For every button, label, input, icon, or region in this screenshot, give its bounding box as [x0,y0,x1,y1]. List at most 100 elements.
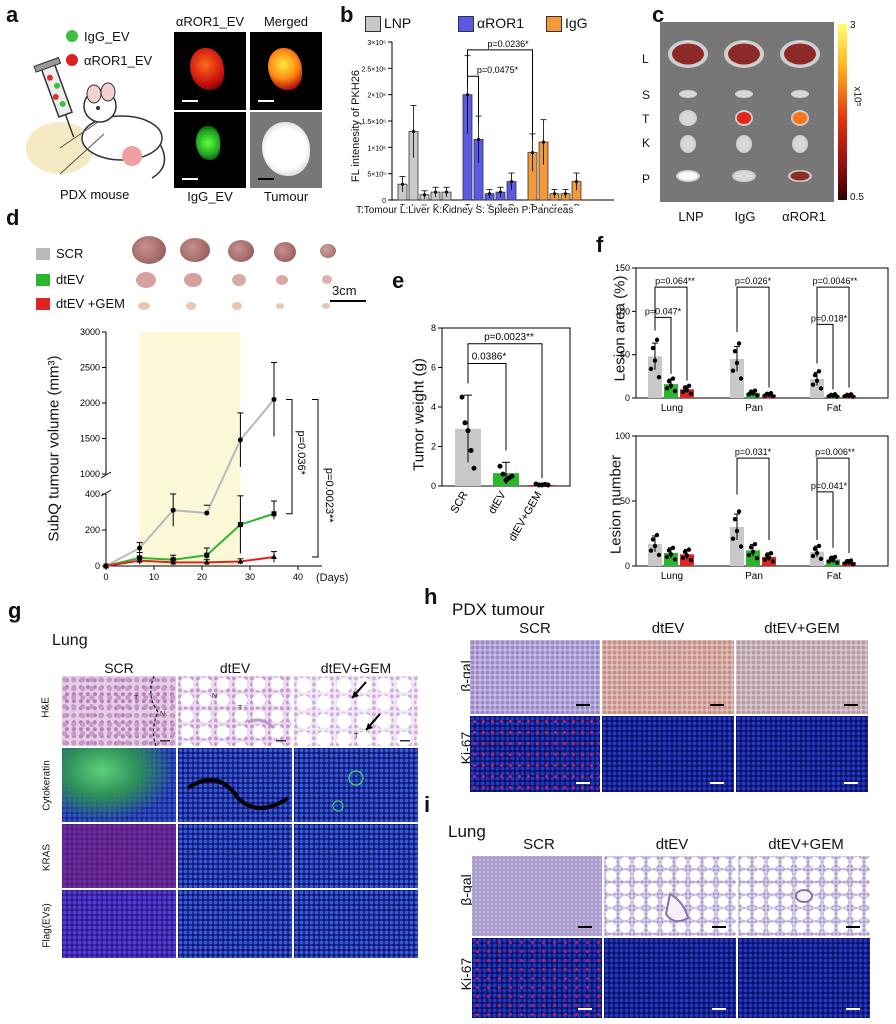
g-col-dtev-gem: dtEV+GEM [320,660,392,676]
panel-d-chart: 0 200 400 1000 1500 2000 2500 3000 0 10 20 30 40 p=0.… [80,327,335,582]
g-row-cytokeratin: Cytokeratin [41,760,53,811]
d-marker [103,563,109,568]
organ-tumour-signal [792,112,808,124]
e-x-tick-label: dtEV [486,489,509,516]
f-top-dot [816,369,822,374]
panel-d-xlabel: (Days) [316,572,349,584]
panel-f-chart-bottom: 0 50 100 Lung Pan Fat p=0.031* p=0.006** p=0.041… [615,431,889,582]
legend-label-igg: IgG [565,15,588,31]
i-col-dtev-gem: dtEV+GEM [768,836,844,853]
f-top-dot [664,386,670,391]
f-top-sig-bracket [736,286,770,388]
image-tumour-brightfield [250,112,322,188]
f-bottom-dot [686,547,692,552]
f-bottom-dot [680,555,686,561]
f-bottom-x-tick-label: Fat [827,571,842,582]
g-kras-dtev-gem-image [294,824,418,888]
b-x-tick-label: K [552,203,558,206]
f-top-dot [818,386,824,391]
f-top-dot [668,383,674,388]
f-bottom-sig-bracket [816,491,834,548]
organ-pancreas-signal [790,171,810,181]
e-sig-text-1: p=0.0023** [484,332,534,343]
legend-swatch-igg [546,16,562,32]
f-top-sig-text: p=0.047* [645,306,682,316]
d-y-tick-label: 2500 [80,363,100,373]
legend-swatch-aror1 [458,16,474,32]
organ-liver-signal [728,43,760,65]
f-bottom-dot [650,537,656,542]
f-bottom-dot [814,550,820,556]
d-y-tick-label: 3000 [80,327,100,337]
e-y-tick-label: 6 [431,363,436,373]
g-cytokeratin-dtev-image [178,748,292,822]
img-title-aror1: αROR1_EV [175,14,245,29]
img-title-merged: Merged [263,14,309,29]
col-label-igg: IgG [734,209,756,224]
f-bottom-bar-Pan-dtEV +GEM [762,556,776,566]
d-sig-text-1: p=0.036* [295,431,307,476]
f-top-dot [810,382,816,387]
pdx-mouse-label: PDX mouse [60,187,130,202]
scale-bar-label: 3cm [332,283,357,298]
f-bottom-dot [826,559,832,564]
legend-label-dtev-gem: dtEV +GEM [56,296,125,311]
col-label-lnp: LNP [678,209,704,224]
d-marker [170,507,176,513]
e-sig-bracket-2 [467,363,507,451]
b-dot [574,179,579,184]
panel-label-e: e [392,268,405,293]
f-top-dot [814,378,820,384]
f-bottom-dot [812,546,818,552]
f-top-dot [666,379,672,384]
i-bgal-scr-image [472,856,602,936]
d-x-tick-label: 20 [197,572,207,582]
f-bottom-dot [648,548,654,553]
f-top-x-tick-label: Fat [827,403,842,414]
b-sig-text-1: p=0.0236* [487,39,529,49]
g-cytokeratin-scr-image [62,748,176,822]
f-top-x-tick-label: Lung [661,403,683,414]
organ-pancreas-signal [678,171,698,181]
e-dot [459,394,465,400]
b-y-tick-label: 3×10⁶ [367,40,386,47]
f-top-sig-text: p=0.064** [655,276,695,286]
f-bottom-dot [834,560,840,565]
g-col-scr: SCR [104,660,134,676]
f-top-dot [736,341,742,346]
f-top-x-tick-label: Pan [745,403,763,414]
pdx-mouse-illustration [26,56,166,179]
f-bottom-dot [810,553,816,559]
d-x-tick-label: 40 [293,572,303,582]
f-bottom-dot [734,528,740,534]
f-top-dot [850,394,856,399]
h-bgal-dtev-gem-image [736,640,868,714]
b-dot [465,93,470,97]
e-y-tick-label: 4 [431,402,436,412]
e-sig-text-2: 0.0386* [472,352,507,363]
f-top-dot [768,390,774,396]
f-top-dot [738,376,744,381]
b-x-tick-label: T [530,203,535,206]
legend-label-aror1: αROR1 [477,15,524,31]
e-dot [509,473,515,479]
f-bottom-dot [746,552,752,558]
d-marker [237,522,243,528]
f-top-dot [812,372,818,378]
d-marker [170,559,177,565]
b-x-tick-label: T [465,203,470,206]
svg-text:T: T [354,733,359,740]
color-scale-unit: x10⁵ [851,86,863,107]
i-col-dtev: dtEV [655,836,689,853]
d-marker [271,554,277,559]
excised-tumour-photos [124,232,364,322]
b-dot [563,192,568,196]
aror1-legend-label: αROR1_EV [84,53,153,68]
f-top-sig-text: p=0.018* [811,313,848,323]
f-bottom-y-tick-label: 50 [620,496,630,506]
row-label-k: K [642,136,651,150]
color-scale-min: 0.5 [850,192,864,203]
h-bgal-scr-image [470,640,600,714]
organ-spleen-signal [736,91,752,97]
